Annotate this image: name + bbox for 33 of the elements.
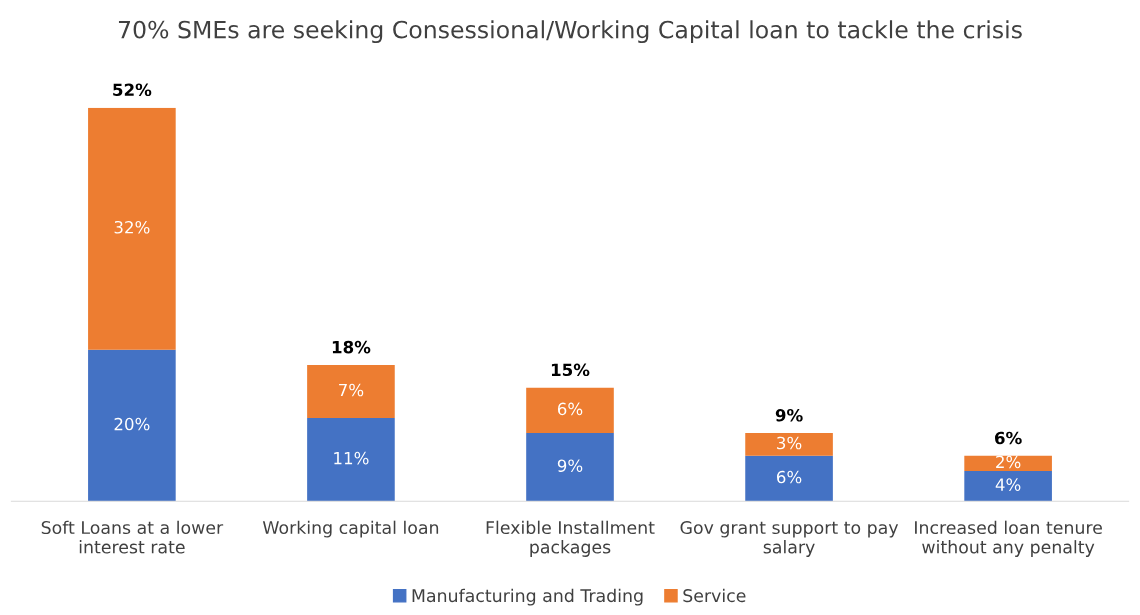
bar (964, 455, 1052, 471)
data-label: 20% (114, 417, 150, 431)
bar (307, 417, 395, 502)
data-label: 11% (334, 451, 369, 465)
total-label: 18% (332, 340, 371, 354)
data-label: 7% (339, 383, 364, 397)
data-label: 2% (996, 455, 1021, 469)
data-label: 9% (557, 459, 583, 472)
total-label: 9% (775, 408, 803, 422)
bar (745, 455, 833, 502)
bar (526, 433, 614, 502)
total-label: 6% (995, 431, 1022, 445)
data-label: 6% (557, 402, 583, 416)
x-tick-label: Soft Loans at a lower interest rate (41, 520, 224, 554)
x-tick-label: Working capital loan (262, 520, 439, 538)
bar (88, 349, 176, 502)
data-label: 3% (777, 436, 802, 450)
x-tick-label: Gov grant support to pay salary (680, 520, 899, 557)
data-label: 6% (777, 470, 802, 484)
legend-label: Manufacturing and Trading (412, 588, 643, 606)
x-tick-label: Flexible Installment packages (486, 520, 655, 557)
bar (88, 107, 176, 350)
bar (526, 387, 614, 434)
legend-label: Service (683, 588, 746, 603)
data-label: 4% (995, 478, 1021, 491)
bar (745, 433, 833, 456)
bar (307, 364, 395, 418)
data-label: 32% (114, 220, 150, 234)
total-label: 15% (551, 363, 590, 377)
total-label: 52% (113, 83, 152, 97)
bar (964, 470, 1052, 502)
chart-title: 70% SMEs are seeking Consessional/Working Capital loan to tackle the crisis (118, 20, 1022, 44)
x-tick-label: Increased loan tenure without any penalty (915, 520, 1102, 557)
